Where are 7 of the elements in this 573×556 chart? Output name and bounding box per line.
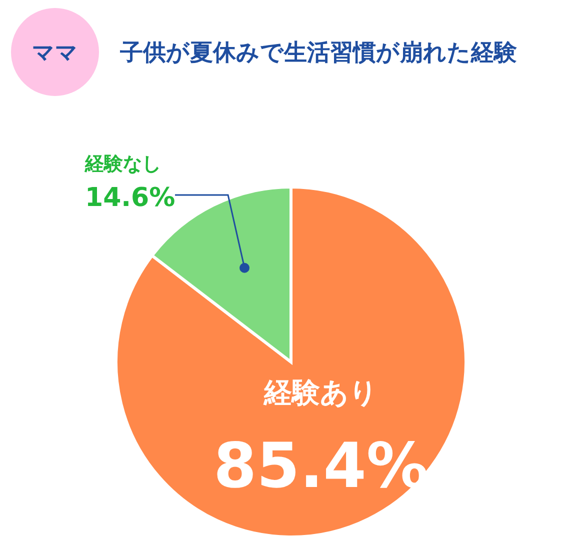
chart-title: 子供が夏休みで生活習慣が崩れた経験 (119, 40, 518, 66)
slice-label: 経験なし (84, 153, 161, 175)
slice-label: 経験あり (263, 376, 378, 409)
data-label: 14.6% (85, 183, 176, 213)
subtitle-badge: ママ (11, 8, 99, 96)
chart-subtitle: ママ (32, 41, 78, 66)
data-label: 85.4% (213, 429, 429, 502)
